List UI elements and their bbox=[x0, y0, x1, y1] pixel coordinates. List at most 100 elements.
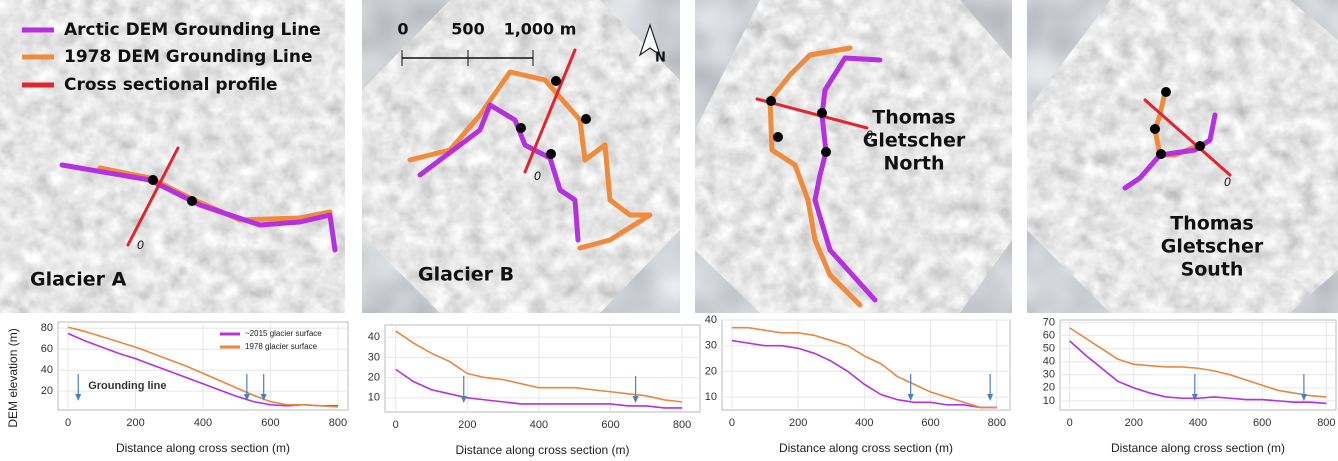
y-axis-label: DEM elevation (m) bbox=[6, 328, 20, 427]
scale-label: 500 bbox=[451, 20, 484, 39]
x-tick-label: 0 bbox=[729, 417, 735, 429]
series-line bbox=[731, 326, 997, 409]
grounding-arrowhead bbox=[1191, 394, 1198, 401]
grounding-point bbox=[187, 196, 197, 206]
y-tick-label: 80 bbox=[41, 322, 53, 334]
scale-bar: 0 500 1,000 m bbox=[397, 20, 576, 66]
hillshade bbox=[695, 0, 1012, 313]
grounding-point bbox=[1150, 124, 1160, 134]
profile-start: 0 bbox=[866, 128, 873, 142]
grounding-arrowhead bbox=[260, 394, 267, 401]
x-tick-label: 200 bbox=[458, 419, 476, 431]
x-tick-label: 800 bbox=[1317, 417, 1335, 429]
y-tick-label: 20 bbox=[368, 372, 380, 384]
grounding-arrowhead bbox=[75, 394, 82, 401]
scale-label: 0 bbox=[397, 20, 408, 39]
x-tick-label: 800 bbox=[673, 419, 691, 431]
map-panel bbox=[0, 0, 1338, 313]
series-line bbox=[731, 339, 997, 409]
y-tick-label: 30 bbox=[1043, 369, 1055, 381]
x-tick-label: 200 bbox=[789, 417, 807, 429]
grounding-arrowhead bbox=[243, 394, 250, 401]
y-tick-label: 20 bbox=[41, 385, 53, 397]
plot-area bbox=[721, 319, 1011, 411]
annotation: Grounding line bbox=[88, 380, 166, 392]
x-tick-label: 600 bbox=[601, 419, 619, 431]
grounding-arrowhead bbox=[1300, 394, 1307, 401]
map-label: Thomas bbox=[872, 107, 955, 129]
grounding-point bbox=[817, 108, 827, 118]
map-label: Thomas bbox=[1170, 213, 1253, 235]
map-label: Gletscher bbox=[863, 130, 966, 152]
grounding-point bbox=[1195, 141, 1205, 151]
map-label: Gletscher bbox=[1161, 236, 1264, 258]
grounding-point bbox=[1156, 149, 1166, 159]
legend-label: 1978 DEM Grounding Line bbox=[64, 47, 313, 67]
hillshade bbox=[1027, 0, 1338, 313]
y-tick-label: 40 bbox=[705, 314, 717, 326]
profile-line bbox=[523, 48, 577, 174]
x-tick-label: 600 bbox=[1253, 417, 1271, 429]
x-tick-label: 400 bbox=[194, 417, 212, 429]
map-lines bbox=[59, 45, 1232, 308]
y-tick-label: 10 bbox=[368, 392, 380, 404]
series-line bbox=[395, 330, 683, 403]
x-tick-label: 0 bbox=[1067, 417, 1073, 429]
legend-label: 1978 glacier surface bbox=[245, 342, 318, 351]
x-tick-label: 0 bbox=[65, 417, 71, 429]
x-tick-label: 800 bbox=[329, 417, 347, 429]
grounding-arrowhead bbox=[907, 394, 914, 401]
series-line bbox=[395, 368, 683, 409]
grounding-line-1978 bbox=[407, 69, 653, 251]
profile-line bbox=[1143, 98, 1232, 177]
y-tick-label: 60 bbox=[41, 343, 53, 355]
y-tick-label: 30 bbox=[705, 340, 717, 352]
map-label: Glacier B bbox=[418, 264, 514, 286]
map-label: South bbox=[1181, 259, 1244, 281]
grounding-arrowhead bbox=[632, 396, 639, 403]
y-tick-label: 70 bbox=[1043, 317, 1055, 329]
profile-start: 0 bbox=[1224, 175, 1231, 189]
x-tick-label: 600 bbox=[261, 417, 279, 429]
y-tick-label: 40 bbox=[1043, 356, 1055, 368]
grounding-arrowhead bbox=[987, 394, 994, 401]
hillshade bbox=[362, 0, 680, 313]
series-line bbox=[1069, 327, 1327, 398]
map-label: North bbox=[884, 153, 945, 175]
y-tick-label: 10 bbox=[1043, 395, 1055, 407]
x-tick-label: 0 bbox=[393, 419, 399, 431]
grounding-line-arctic bbox=[1122, 112, 1218, 191]
map-legend: Arctic DEM Grounding Line 1978 DEM Groun… bbox=[22, 20, 321, 95]
x-tick-label: 800 bbox=[988, 417, 1006, 429]
y-tick-label: 40 bbox=[368, 331, 380, 343]
grounding-line-1978 bbox=[767, 45, 863, 308]
north-arrow: N bbox=[638, 23, 666, 66]
y-tick-label: 50 bbox=[1043, 343, 1055, 355]
x-axis-label: Distance along cross section (m) bbox=[455, 443, 629, 457]
y-tick-label: 60 bbox=[1043, 330, 1055, 342]
grounding-point bbox=[773, 132, 783, 142]
grounding-point bbox=[581, 114, 591, 124]
grounding-point bbox=[821, 147, 831, 157]
x-tick-label: 200 bbox=[126, 417, 144, 429]
x-axis-label: Distance along cross section (m) bbox=[779, 441, 953, 455]
grounding-arrowhead bbox=[460, 396, 467, 403]
x-tick-label: 400 bbox=[530, 419, 548, 431]
series-line bbox=[67, 326, 338, 408]
profile-start: 0 bbox=[137, 238, 144, 252]
legend-label: Cross sectional profile bbox=[64, 75, 278, 95]
profile-line bbox=[126, 146, 180, 247]
profile-line bbox=[755, 97, 869, 130]
y-tick-label: 20 bbox=[1043, 382, 1055, 394]
grounding-point bbox=[148, 175, 158, 185]
plot-area bbox=[384, 324, 701, 413]
legend-label: Arctic DEM Grounding Line bbox=[64, 20, 321, 40]
grounding-point bbox=[1161, 87, 1171, 97]
grounding-point bbox=[546, 149, 556, 159]
x-tick-label: 400 bbox=[1189, 417, 1207, 429]
y-tick-label: 30 bbox=[368, 351, 380, 363]
x-axis-label: Distance along cross section (m) bbox=[116, 441, 290, 455]
y-tick-label: 10 bbox=[705, 391, 717, 403]
